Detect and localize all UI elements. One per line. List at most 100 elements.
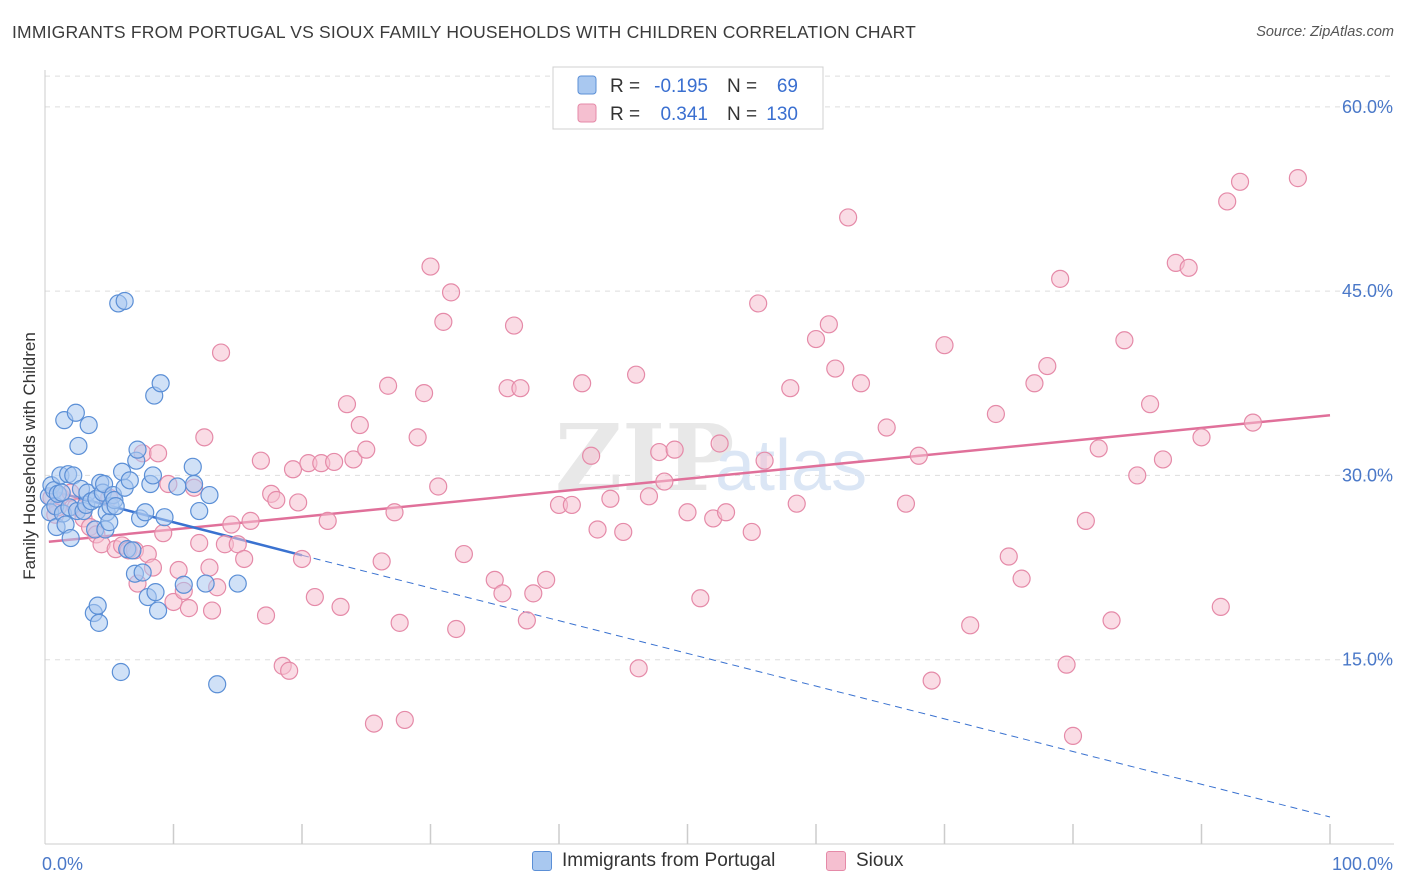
sioux-point bbox=[629, 659, 648, 678]
portugal-point bbox=[79, 415, 98, 435]
portugal-point bbox=[61, 528, 80, 548]
portugal-point bbox=[133, 563, 152, 582]
sioux-point bbox=[241, 511, 260, 530]
sioux-point bbox=[292, 549, 312, 569]
sioux-point bbox=[408, 428, 427, 447]
sioux-point bbox=[819, 315, 838, 334]
stats-legend-r-label-1: R = bbox=[610, 76, 640, 97]
sioux-point bbox=[1211, 597, 1230, 616]
portugal-point bbox=[228, 574, 247, 593]
portugal-trendline-extension bbox=[301, 554, 1331, 818]
sioux-point bbox=[601, 489, 620, 508]
sioux-point bbox=[986, 404, 1006, 424]
legend-item-portugal: Immigrants from Portugal bbox=[532, 850, 775, 872]
sioux-point bbox=[429, 477, 448, 496]
sioux-trendline bbox=[48, 413, 1331, 544]
portugal-point bbox=[69, 436, 88, 456]
y-tick-label: 30.0% bbox=[1342, 465, 1393, 485]
sioux-point bbox=[524, 584, 543, 603]
sioux-point bbox=[1115, 331, 1134, 350]
stats-legend-swatch-blue bbox=[577, 75, 597, 95]
sioux-point bbox=[195, 428, 214, 447]
sioux-point bbox=[251, 451, 270, 470]
portugal-point bbox=[196, 574, 215, 593]
sioux-point bbox=[1076, 511, 1095, 530]
sioux-point bbox=[742, 522, 761, 542]
sioux-point bbox=[1102, 611, 1121, 630]
legend-label-sioux: Sioux bbox=[856, 850, 904, 871]
y-tick-label: 45.0% bbox=[1342, 281, 1393, 301]
sioux-point bbox=[211, 343, 231, 362]
sioux-point bbox=[1218, 192, 1237, 211]
sioux-point bbox=[434, 312, 453, 331]
sioux-point bbox=[331, 597, 350, 616]
sioux-point bbox=[851, 374, 871, 393]
legend-swatch-portugal bbox=[532, 851, 552, 871]
portugal-point bbox=[190, 501, 209, 521]
sioux-point bbox=[1288, 169, 1307, 188]
sioux-point bbox=[350, 415, 369, 435]
portugal-point bbox=[115, 291, 134, 311]
axes bbox=[44, 70, 1394, 845]
sioux-point bbox=[537, 570, 556, 589]
sioux-point bbox=[826, 359, 845, 378]
sioux-point bbox=[755, 451, 774, 470]
sioux-point bbox=[1192, 428, 1211, 447]
sioux-point bbox=[678, 503, 697, 522]
sioux-point bbox=[1128, 466, 1147, 485]
x-tick-label-max: 100.0% bbox=[1332, 854, 1393, 874]
portugal-point bbox=[184, 474, 204, 494]
sioux-point bbox=[1153, 450, 1173, 469]
sioux-point bbox=[372, 552, 391, 571]
sioux-point bbox=[414, 384, 434, 403]
portugal-point bbox=[66, 403, 85, 422]
sioux-point bbox=[562, 495, 581, 515]
portugal-point bbox=[174, 575, 193, 594]
sioux-point bbox=[1051, 269, 1070, 288]
sioux-point bbox=[877, 418, 896, 437]
sioux-point bbox=[806, 329, 826, 349]
sioux-point bbox=[1140, 395, 1160, 414]
sioux-point bbox=[318, 511, 337, 530]
portugal-point bbox=[89, 613, 109, 632]
sioux-point bbox=[1012, 569, 1031, 588]
bottom-legend: Immigrants from Portugal Sioux bbox=[0, 850, 1406, 880]
portugal-point bbox=[120, 471, 139, 490]
sioux-point bbox=[588, 520, 607, 539]
portugal-point bbox=[52, 483, 71, 502]
sioux-point bbox=[200, 558, 219, 577]
portugal-point bbox=[106, 497, 125, 516]
sioux-point bbox=[267, 490, 286, 510]
sioux-point bbox=[202, 601, 222, 620]
source-label: Source: ZipAtlas.com bbox=[1256, 24, 1394, 40]
portugal-point bbox=[128, 440, 147, 459]
sioux-point bbox=[961, 616, 980, 635]
sioux-point bbox=[390, 613, 409, 632]
sioux-point bbox=[1025, 374, 1044, 393]
sioux-point bbox=[344, 450, 363, 469]
sioux-point bbox=[395, 710, 414, 730]
sioux-point bbox=[1230, 172, 1250, 191]
portugal-point bbox=[64, 466, 83, 485]
sioux-point bbox=[626, 365, 646, 384]
sioux-point bbox=[190, 533, 209, 553]
sioux-point bbox=[179, 599, 199, 618]
sioux-point bbox=[1089, 439, 1108, 458]
sioux-point bbox=[639, 487, 659, 506]
stats-legend-n-label-2: N = bbox=[727, 104, 757, 125]
sioux-point bbox=[485, 570, 504, 589]
legend-item-sioux: Sioux bbox=[826, 850, 904, 872]
portugal-point bbox=[88, 596, 107, 615]
y-tick-label: 15.0% bbox=[1342, 650, 1393, 670]
portugal-point bbox=[151, 374, 170, 393]
sioux-point bbox=[493, 584, 512, 603]
portugal-point bbox=[123, 541, 142, 560]
sioux-point bbox=[710, 434, 729, 453]
sioux-point bbox=[999, 547, 1018, 566]
sioux-point bbox=[935, 336, 954, 355]
sioux-point bbox=[235, 549, 254, 569]
sioux-point bbox=[896, 494, 916, 513]
portugal-point bbox=[148, 601, 168, 620]
stats-legend-r-value-2: 0.341 bbox=[660, 104, 708, 125]
